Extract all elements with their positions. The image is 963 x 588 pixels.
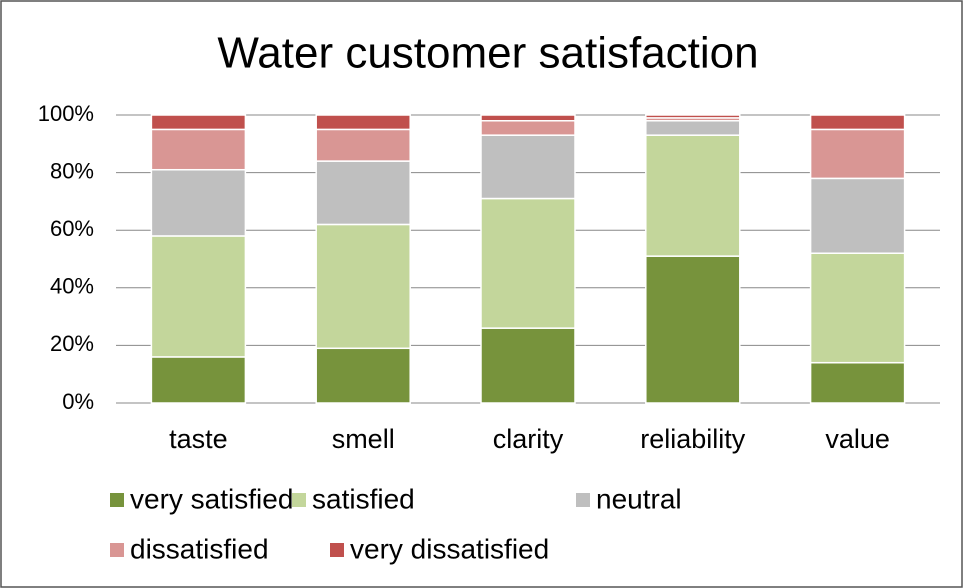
bar-segment	[150, 114, 247, 131]
bar-segment	[645, 255, 741, 404]
legend-label: very dissatisfied	[350, 533, 549, 564]
bar-segment	[809, 177, 906, 254]
x-tick-label: reliability	[640, 424, 746, 454]
legend-swatch	[110, 493, 124, 507]
bar-segment	[315, 114, 411, 131]
legend-swatch	[576, 493, 590, 507]
bar-segment	[645, 120, 741, 136]
y-tick-label: 100%	[38, 101, 94, 126]
bar-segment	[315, 347, 411, 404]
bar-segment	[315, 128, 411, 162]
legend-swatch	[292, 493, 306, 507]
y-tick-label: 80%	[50, 158, 94, 183]
bar-segment	[645, 114, 741, 119]
legend-swatch	[110, 543, 124, 557]
y-tick-label: 20%	[50, 331, 94, 356]
bar-segment	[480, 120, 576, 136]
bar-segment	[480, 114, 576, 122]
bar-segment	[480, 197, 576, 329]
x-tick-label: taste	[169, 424, 228, 454]
bar-segment	[480, 327, 576, 404]
bar-segment	[315, 160, 411, 226]
legend-label: satisfied	[312, 483, 415, 514]
bar-segment	[480, 134, 576, 200]
y-tick-label: 40%	[50, 274, 94, 299]
bar-segment	[809, 114, 906, 131]
legend-label: very satisfied	[130, 483, 293, 514]
chart-title: Water customer satisfaction	[217, 29, 758, 78]
bar-segment	[809, 252, 906, 364]
bar-segment	[809, 361, 906, 404]
x-tick-label: clarity	[493, 424, 564, 454]
legend-swatch	[330, 543, 344, 557]
bar-segment	[150, 235, 247, 358]
bar-segment	[809, 128, 906, 180]
x-tick-label: smell	[332, 424, 395, 454]
bar-segment	[150, 356, 247, 404]
y-tick-label: 0%	[62, 389, 94, 414]
x-tick-label: value	[825, 424, 890, 454]
bar-segment	[645, 134, 741, 257]
bar-segment	[150, 128, 247, 171]
legend-label: dissatisfied	[130, 533, 269, 564]
bar-segment	[150, 168, 247, 237]
y-tick-label: 60%	[50, 216, 94, 241]
legend-label: neutral	[596, 483, 682, 514]
bar-segment	[315, 223, 411, 350]
